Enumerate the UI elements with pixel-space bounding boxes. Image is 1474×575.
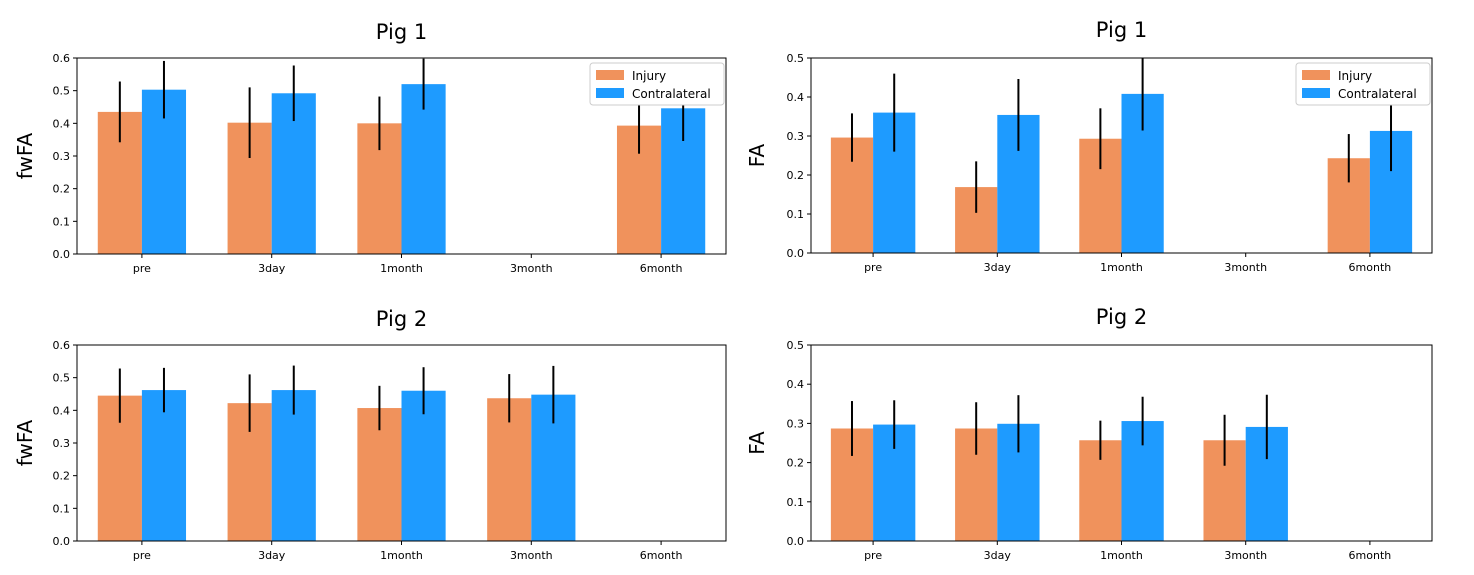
y-tick-label: 0.1 [787,496,805,509]
chart-panel: Pig 2 FA 0.0 0.1 0.2 0.3 0.4 0.5 pre 3day 1month 3m… [745,305,1433,562]
y-tick-label: 0.0 [53,535,71,548]
y-tick-label: 0.1 [787,208,805,221]
y-tick-label: 0.3 [787,417,805,430]
y-tick-label: 0.1 [53,502,71,515]
x-tick-label: 3day [258,549,286,562]
y-axis-label: FA [745,144,769,168]
x-tick-label: 3month [510,549,553,562]
chart-panel: Pig 1 FA 0.0 0.1 0.2 0.3 0.4 0.5 pre 3day 1month 3m… [745,18,1433,274]
y-tick-label: 0.1 [53,215,71,228]
legend-label: Contralateral [1338,87,1417,101]
x-tick-label: 6month [1349,261,1392,274]
x-tick-label: 6month [640,549,683,562]
y-tick-label: 0.6 [53,52,71,65]
legend-swatch [1302,88,1330,98]
legend-label: Injury [632,69,666,83]
x-tick-label: 1month [1100,261,1143,274]
legend-label: Injury [1338,69,1372,83]
x-tick-label: pre [864,549,882,562]
x-tick-label: 6month [640,262,683,275]
chart-panel: Pig 2 fwFA 0.0 0.1 0.2 0.3 0.4 0.5 0.6 pre 3day 1mo… [13,307,727,562]
x-tick-label: pre [133,549,151,562]
y-tick-label: 0.0 [787,247,805,260]
y-tick-label: 0.4 [53,117,71,130]
y-tick-label: 0.5 [787,339,805,352]
y-tick-label: 0.5 [53,85,71,98]
x-tick-label: 3month [510,262,553,275]
x-tick-label: 1month [380,549,423,562]
bar-contralateral [401,84,446,254]
y-tick-label: 0.6 [53,339,71,352]
bar-contralateral [271,390,316,541]
chart-title: Pig 1 [376,20,427,44]
x-tick-label: 3day [984,261,1012,274]
y-tick-label: 0.2 [53,470,71,483]
bar-contralateral [401,390,446,541]
x-tick-label: 1month [380,262,423,275]
bar-contralateral [141,390,187,541]
y-tick-label: 0.2 [53,183,71,196]
chart-panel: Pig 1 fwFA 0.0 0.1 0.2 0.3 0.4 0.5 0.6 pre 3day 1mo… [13,20,727,275]
x-tick-label: 3day [984,549,1012,562]
y-tick-label: 0.3 [53,150,71,163]
chart-title: Pig 2 [376,307,427,331]
x-tick-label: 3day [258,262,286,275]
y-tick-label: 0.4 [53,404,71,417]
y-tick-label: 0.5 [53,372,71,385]
y-tick-label: 0.2 [787,457,805,470]
legend-label: Contralateral [632,87,711,101]
x-tick-label: 3month [1224,549,1267,562]
x-tick-label: pre [133,262,151,275]
legend: Injury Contralateral [589,62,725,106]
x-tick-label: 6month [1349,549,1392,562]
y-tick-label: 0.3 [53,437,71,450]
y-tick-label: 0.0 [787,535,805,548]
y-axis-label: fwFA [13,419,37,466]
legend-swatch [596,88,624,98]
y-tick-label: 0.2 [787,169,805,182]
x-tick-label: 1month [1100,549,1143,562]
chart-title: Pig 1 [1096,18,1147,42]
x-tick-label: pre [864,261,882,274]
legend: Injury Contralateral [1295,62,1431,106]
chart-title: Pig 2 [1096,305,1147,329]
y-tick-label: 0.4 [787,378,805,391]
y-axis-label: fwFA [13,132,37,179]
legend-swatch [1302,70,1330,80]
legend-swatch [596,70,624,80]
y-tick-label: 0.4 [787,91,805,104]
y-tick-label: 0.0 [53,248,71,261]
y-tick-label: 0.5 [787,52,805,65]
y-tick-label: 0.3 [787,130,805,143]
x-tick-label: 3month [1224,261,1267,274]
y-axis-label: FA [745,431,769,455]
